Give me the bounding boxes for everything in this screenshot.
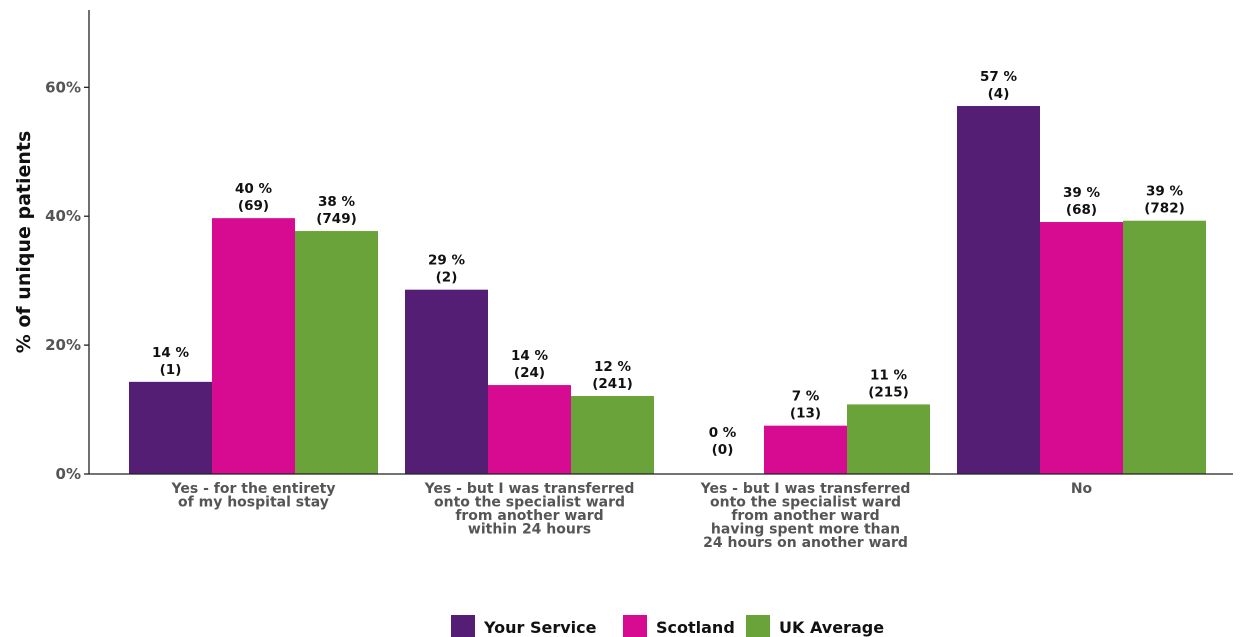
data-label-2-2-1: 14 % [511,348,548,364]
data-label-1-1-2: (1) [160,362,182,378]
data-label-2-1-2: (69) [238,198,269,214]
data-label-1-4-2: (4) [988,86,1010,102]
x-category-label-3-3: from another ward [731,508,879,524]
bar-1-4 [957,106,1040,475]
data-label-3-4-2: (782) [1144,201,1185,217]
data-label-3-1-1: 38 % [318,194,355,210]
legend-label-3: UK Average [779,618,884,637]
data-label-3-4-1: 39 % [1146,184,1183,200]
bar-3-1 [295,231,378,474]
data-label-3-3-2: (215) [868,384,909,400]
bar-3-3 [847,404,930,474]
x-category-label-2-3: from another ward [455,508,603,524]
data-label-3-2-1: 12 % [594,359,631,375]
data-labels: 14 %(1)40 %(69) 38 %(749)29 %(2)14 %(24) 1… [152,69,1185,458]
x-category-label-2-1: Yes - but I was transferred [424,481,635,497]
data-label-3-3-1: 11 % [870,367,907,383]
x-category-label-3-4: having spent more than [711,522,900,538]
legend-label-1: Your Service [483,618,597,637]
data-label-1-3-1: 0 % [709,425,737,441]
x-category-label-3-1: Yes - but I was transferred [700,481,911,497]
y-tick-label-4: 60% [45,78,81,96]
data-label-2-3-2: (13) [790,406,821,422]
data-label-2-2-2: (24) [514,365,545,381]
bars [129,106,1206,475]
data-label-2-1-1: 40 % [235,181,272,197]
data-label-1-1-1: 14 % [152,345,189,361]
data-label-2-4-1: 39 % [1063,185,1100,201]
legend-label-2: Scotland [656,618,735,637]
bar-2-4 [1040,222,1123,474]
bar-2-2 [488,385,571,474]
y-tick-label-1: 0% [56,465,81,483]
bar-1-1 [129,381,212,474]
x-category-label-3-5: 24 hours on another ward [703,535,908,551]
x-category-label-2-2: onto the specialist ward [434,495,625,511]
data-label-2-3-1: 7 % [792,389,820,405]
legend: Your Service Scotland UK Average [451,615,884,637]
bar-2-1 [212,218,295,474]
data-label-2-4-2: (68) [1066,202,1097,218]
data-label-1-3-2: (0) [712,442,734,458]
legend-swatch-3 [746,615,770,637]
bar-2-3 [764,425,847,474]
x-category-label-3-2: onto the specialist ward [710,495,901,511]
x-category-label-2-4: within 24 hours [468,522,591,538]
y-axis-ticks: 0% 20% 40% 60% [45,78,89,483]
data-label-1-2-1: 29 % [428,253,465,269]
data-label-3-1-2: (749) [316,211,357,227]
x-category-label-1-1: Yes - for the entirety [171,481,336,497]
legend-swatch-2 [623,615,647,637]
y-tick-label-3: 40% [45,207,81,225]
data-label-3-2-2: (241) [592,376,633,392]
y-axis-title: % of unique patients [13,131,35,354]
bar-3-4 [1123,220,1206,474]
data-label-1-2-2: (2) [436,270,458,286]
legend-swatch-1 [451,615,475,637]
data-label-1-4-1: 57 % [980,69,1017,85]
bar-1-2 [405,289,488,474]
x-category-label-4-1: No [1071,481,1093,497]
x-category-label-1-2: of my hospital stay [178,495,329,511]
y-tick-label-2: 20% [45,336,81,354]
bar-3-2 [571,396,654,474]
